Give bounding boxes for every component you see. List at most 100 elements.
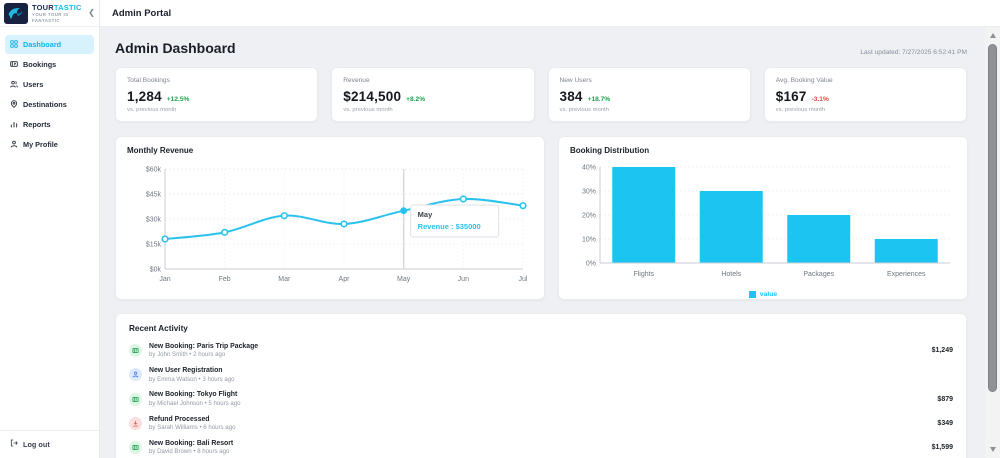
- sidebar-item-bookings[interactable]: Bookings: [5, 55, 94, 74]
- sidebar-item-label: Bookings: [23, 60, 57, 69]
- chart-legend: value: [570, 291, 956, 298]
- stat-card-total-bookings: Total Bookings 1,284 +12.5% vs. previous…: [115, 67, 319, 122]
- brand-tagline-line1: YOUR TOUR IS: [32, 11, 69, 17]
- activity-subtitle: by Emma Watson • 3 hours ago: [149, 375, 235, 383]
- charts-row: Monthly Revenue $0k $15k $30k $45k $60k Jan Fe…: [115, 136, 968, 300]
- stat-card-avg-booking-value: Avg. Booking Value $167 -3.1% vs. previo…: [763, 67, 967, 122]
- activity-subtitle: by Sarah Williams • 6 hours ago: [149, 424, 236, 432]
- svg-text:30%: 30%: [582, 189, 596, 196]
- svg-text:$45k: $45k: [146, 192, 162, 199]
- stat-sub: vs. previous month: [127, 107, 177, 113]
- scroll-down-arrow-icon[interactable]: [985, 443, 1000, 456]
- booking-distribution-bar-chart[interactable]: 0% 10% 20% 30% 40% Flights Hotels Packages Exper…: [570, 159, 956, 285]
- svg-text:Feb: Feb: [219, 276, 231, 283]
- map-pin-icon: [10, 99, 18, 110]
- activity-title-text: New Booking: Tokyo Flight: [149, 391, 238, 399]
- page-title: Admin Dashboard: [115, 40, 236, 56]
- activity-title-text: New Booking: Paris Trip Package: [149, 343, 259, 350]
- booking-ticket-icon: [129, 441, 142, 455]
- svg-text:Jan: Jan: [159, 276, 170, 283]
- booking-ticket-icon: [129, 344, 142, 358]
- sidebar-item-reports[interactable]: Reports: [5, 115, 94, 134]
- brand-bird-icon: [4, 2, 28, 24]
- activity-amount: $1,599: [931, 444, 953, 452]
- stat-label: Avg. Booking Value: [775, 77, 833, 84]
- svg-text:20%: 20%: [582, 213, 596, 220]
- sidebar-item-dashboard[interactable]: Dashboard: [5, 35, 94, 54]
- stat-value: 384: [559, 89, 583, 104]
- stat-sub: vs. previous month: [559, 107, 609, 113]
- sidebar: TOURTASTIC YOUR TOUR IS FANTASTIC ❮ Dash…: [0, 0, 100, 458]
- sidebar-item-label: Destinations: [23, 100, 67, 109]
- activity-title-text: New User Registration: [149, 367, 223, 375]
- sidebar-item-label: Users: [23, 80, 44, 89]
- stat-sub: vs. previous month: [775, 107, 826, 113]
- activity-row[interactable]: New Booking: Paris Trip Package by John …: [129, 342, 953, 359]
- brand-name-secondary: TASTIC: [53, 2, 82, 12]
- activity-row[interactable]: New Booking: Bali Resort by David Brown …: [129, 439, 953, 456]
- stat-value: $167: [775, 89, 807, 104]
- person-icon: [10, 140, 18, 150]
- logout-button[interactable]: Log out: [0, 430, 99, 458]
- stat-label: New Users: [559, 77, 592, 84]
- svg-text:Hotels: Hotels: [721, 271, 741, 278]
- stat-sub: vs. previous month: [343, 107, 393, 113]
- brand-name-primary: TOUR: [32, 2, 54, 12]
- stat-delta: -3.1%: [811, 96, 829, 103]
- dashboard-grid-icon: [10, 39, 18, 50]
- stats-row: Total Bookings 1,284 +12.5% vs. previous…: [115, 67, 967, 122]
- svg-text:$15k: $15k: [146, 242, 162, 249]
- activity-title-text: Refund Processed: [149, 415, 210, 423]
- monthly-revenue-chart-card: Monthly Revenue $0k $15k $30k $45k $60k Jan Fe…: [115, 136, 545, 300]
- stat-delta: +18.7%: [587, 96, 611, 103]
- activity-amount: $1,249: [931, 347, 953, 355]
- sidebar-item-my-profile[interactable]: My Profile: [5, 135, 94, 154]
- svg-text:40%: 40%: [582, 165, 596, 172]
- activity-row[interactable]: Refund Processed by Sarah Williams • 6 h…: [129, 415, 953, 432]
- recent-activity-title: Recent Activity: [129, 324, 188, 333]
- logout-label: Log out: [23, 439, 50, 449]
- stat-value: $214,500: [343, 89, 402, 104]
- sidebar-item-label: My Profile: [23, 140, 58, 149]
- svg-text:10%: 10%: [582, 237, 596, 244]
- sidebar-item-label: Reports: [23, 120, 51, 129]
- svg-text:$30k: $30k: [146, 217, 162, 224]
- activity-subtitle: by Michael Johnson • 5 hours ago: [149, 399, 241, 407]
- monthly-revenue-line-chart[interactable]: $0k $15k $30k $45k $60k Jan Feb Mar Apr May Jun Jul…: [127, 159, 531, 295]
- booking-distribution-chart-card: Booking Distribution 0% 10% 20% 30% 40% Fligh…: [558, 136, 968, 300]
- new-user-icon: [129, 368, 142, 382]
- svg-text:May: May: [418, 210, 433, 219]
- activity-amount: $879: [937, 395, 953, 403]
- activity-amount: $349: [937, 419, 953, 427]
- last-updated-text: Last updated: 7/27/2025 6:52:41 PM: [860, 49, 967, 56]
- vertical-scrollbar[interactable]: [985, 27, 1000, 458]
- topbar: Admin Portal: [100, 0, 1000, 27]
- legend-label: value: [759, 291, 778, 298]
- activity-row[interactable]: New User Registration by Emma Watson • 3…: [129, 366, 953, 383]
- activity-row[interactable]: New Booking: Tokyo Flight by Michael Joh…: [129, 390, 953, 407]
- stat-label: Total Bookings: [127, 77, 170, 84]
- legend-swatch-icon: [748, 291, 756, 298]
- svg-text:Revenue : $35000: Revenue : $35000: [418, 222, 481, 231]
- collapse-sidebar-icon[interactable]: ❮: [88, 8, 95, 17]
- main-content: Admin Dashboard Last updated: 7/27/2025 …: [100, 27, 985, 458]
- logout-icon: [10, 439, 18, 449]
- svg-text:Flights: Flights: [633, 271, 654, 278]
- sidebar-item-users[interactable]: Users: [5, 75, 94, 94]
- scrollbar-thumb[interactable]: [988, 44, 997, 392]
- bar-chart-icon: [10, 120, 18, 130]
- users-icon: [10, 80, 18, 90]
- activity-subtitle: by David Brown • 8 hours ago: [149, 448, 230, 456]
- activity-subtitle: by John Smith • 2 hours ago: [149, 351, 226, 359]
- svg-text:Experiences: Experiences: [887, 271, 926, 278]
- svg-text:Apr: Apr: [339, 276, 351, 283]
- sidebar-item-label: Dashboard: [23, 40, 62, 49]
- svg-text:$0k: $0k: [150, 267, 162, 274]
- stat-card-revenue: Revenue $214,500 +8.2% vs. previous mont…: [331, 67, 535, 122]
- portal-title: Admin Portal: [112, 7, 172, 19]
- stat-value: 1,284: [127, 89, 162, 104]
- brand-tagline-line2: FANTASTIC: [32, 17, 60, 23]
- scroll-up-arrow-icon[interactable]: [985, 29, 1000, 42]
- sidebar-item-destinations[interactable]: Destinations: [5, 95, 94, 114]
- stat-delta: +8.2%: [406, 96, 426, 103]
